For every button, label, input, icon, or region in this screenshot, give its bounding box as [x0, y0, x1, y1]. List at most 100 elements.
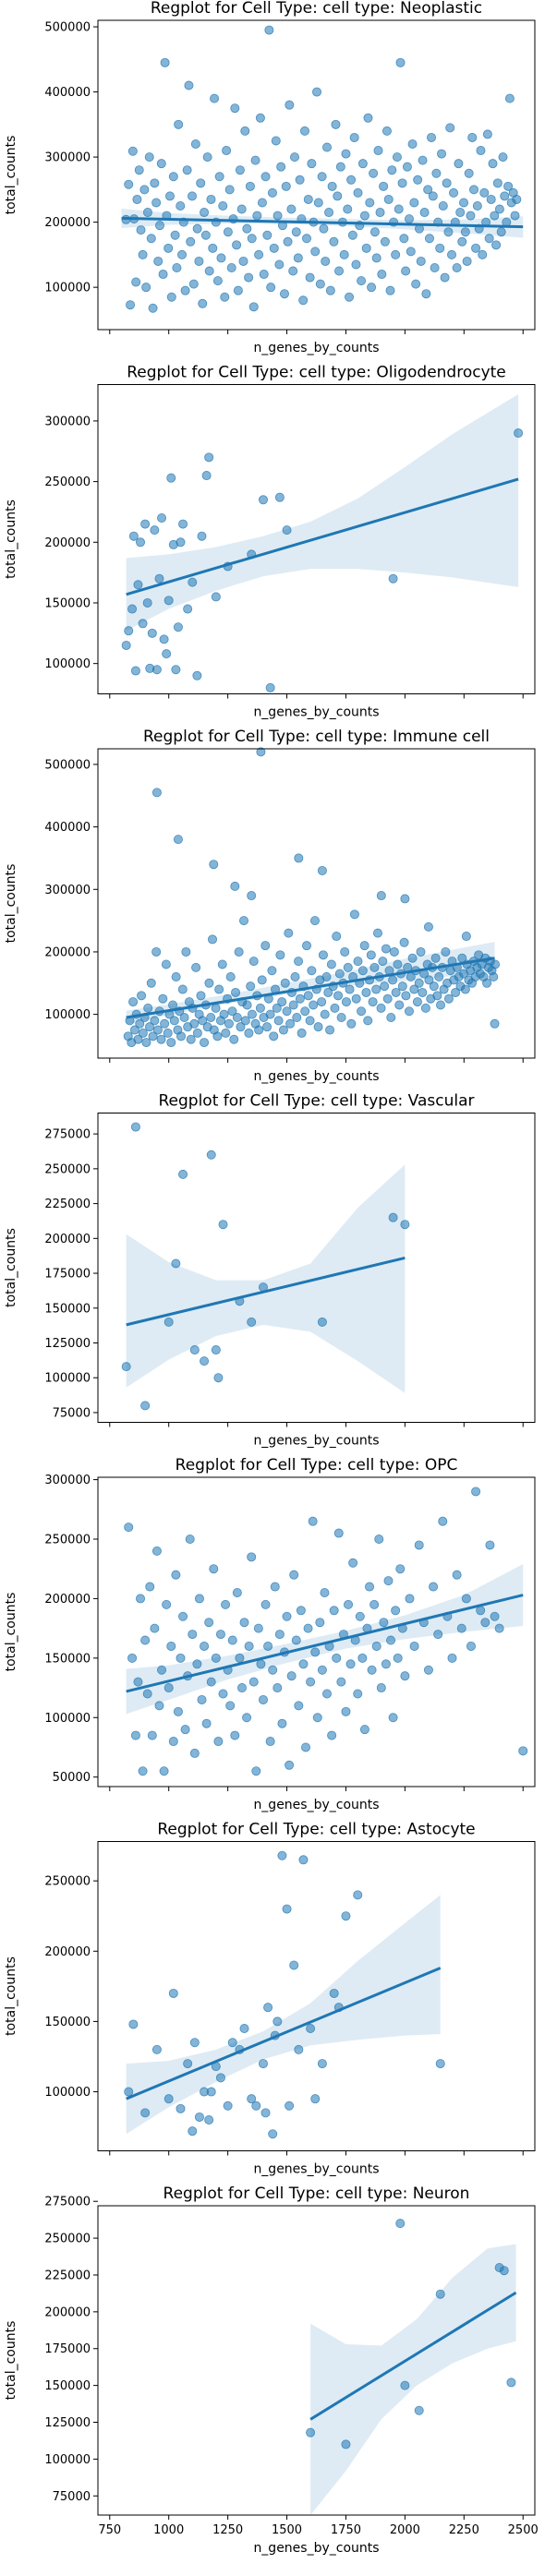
y-tick-label: 150000: [44, 596, 91, 610]
data-point: [499, 2266, 509, 2276]
y-tick-label: 125000: [44, 1337, 91, 1351]
confidence-band: [126, 1164, 406, 1393]
data-point: [366, 950, 376, 960]
chart-title: Regplot for Cell Type: cell type: Oligod…: [127, 364, 506, 382]
data-point: [130, 1122, 140, 1132]
y-tick-label: 175000: [44, 1268, 91, 1282]
data-point: [214, 172, 224, 182]
data-point: [369, 168, 379, 178]
data-point: [171, 665, 181, 675]
data-point: [144, 1022, 154, 1032]
data-point: [272, 211, 283, 221]
data-point: [391, 987, 401, 997]
data-point: [369, 227, 380, 237]
data-point: [340, 946, 350, 957]
data-point: [235, 1653, 245, 1663]
y-tick-label: 150000: [44, 1302, 91, 1316]
data-point: [297, 1028, 307, 1038]
data-point: [348, 1558, 358, 1568]
data-point: [244, 1028, 254, 1038]
data-point: [295, 993, 305, 1004]
data-point: [206, 2087, 216, 2097]
data-point: [332, 1653, 342, 1663]
data-point: [170, 230, 180, 240]
data-point: [176, 200, 186, 211]
data-point: [176, 1031, 186, 1041]
data-point: [182, 165, 192, 175]
data-point: [164, 596, 174, 606]
data-point: [285, 100, 295, 110]
data-point: [152, 1025, 163, 1035]
data-point: [321, 972, 332, 982]
data-point: [280, 978, 290, 988]
data-point: [289, 1570, 299, 1580]
data-point: [318, 950, 328, 960]
data-point: [349, 909, 359, 920]
data-point: [467, 132, 478, 142]
data-point: [393, 1653, 403, 1663]
data-point: [223, 2101, 233, 2111]
data-point: [150, 178, 160, 188]
data-point: [188, 2126, 198, 2137]
data-point: [471, 1487, 481, 1497]
data-point: [202, 152, 212, 163]
x-tick-label: 1000: [153, 2523, 184, 2537]
data-point: [260, 1599, 271, 1609]
data-point: [232, 1587, 242, 1597]
data-point: [395, 2219, 406, 2229]
data-point: [223, 227, 233, 237]
x-axis-label: n_genes_by_counts: [253, 2162, 379, 2177]
data-point: [504, 93, 515, 103]
plot-frame: [97, 2205, 536, 2516]
data-point: [376, 891, 386, 901]
y-tick-label: 225000: [44, 1198, 91, 1211]
data-point: [380, 981, 390, 992]
data-point: [212, 276, 223, 286]
data-point: [163, 1028, 173, 1038]
data-point: [418, 987, 428, 997]
data-point: [282, 1006, 292, 1017]
y-tick-label: 200000: [44, 1593, 91, 1607]
data-point: [269, 243, 279, 253]
x-axis-label: n_genes_by_counts: [253, 1434, 379, 1449]
data-point: [430, 262, 440, 272]
data-point: [239, 1618, 249, 1628]
data-point: [353, 957, 363, 967]
chart-panel-6: Regplot for Cell Type: cell type: Astocy…: [4, 1821, 536, 2177]
data-point: [168, 1000, 178, 1010]
data-point: [489, 972, 499, 982]
data-point: [327, 181, 337, 191]
data-point: [289, 1960, 299, 1970]
data-point: [142, 208, 152, 218]
data-point: [168, 172, 178, 182]
y-tick-label: 250000: [44, 1534, 91, 1547]
data-point: [268, 1665, 278, 1675]
data-point: [247, 1552, 257, 1562]
data-point: [312, 1713, 322, 1723]
y-tick-label: 200000: [44, 216, 91, 230]
data-point: [490, 1611, 500, 1621]
data-point: [189, 1018, 200, 1029]
data-point: [138, 1028, 148, 1038]
data-point: [310, 2094, 321, 2104]
data-point: [221, 1028, 231, 1038]
data-point: [336, 1677, 346, 1687]
data-point: [402, 162, 412, 172]
data-point: [247, 891, 257, 901]
data-point: [447, 249, 457, 259]
data-point: [378, 957, 388, 967]
data-point: [244, 1641, 254, 1651]
data-point: [209, 860, 219, 870]
data-point: [218, 1220, 228, 1230]
data-point: [160, 1018, 170, 1029]
data-point: [386, 1635, 396, 1645]
x-tick-label: 2500: [508, 2523, 539, 2537]
data-point: [215, 2073, 225, 2083]
data-point: [214, 984, 224, 994]
chart-title: Regplot for Cell Type: cell type: OPC: [176, 1456, 458, 1475]
data-point: [369, 1599, 380, 1609]
data-point: [184, 80, 194, 90]
data-point: [240, 126, 250, 136]
data-point: [215, 1630, 225, 1640]
data-point: [198, 1016, 208, 1026]
